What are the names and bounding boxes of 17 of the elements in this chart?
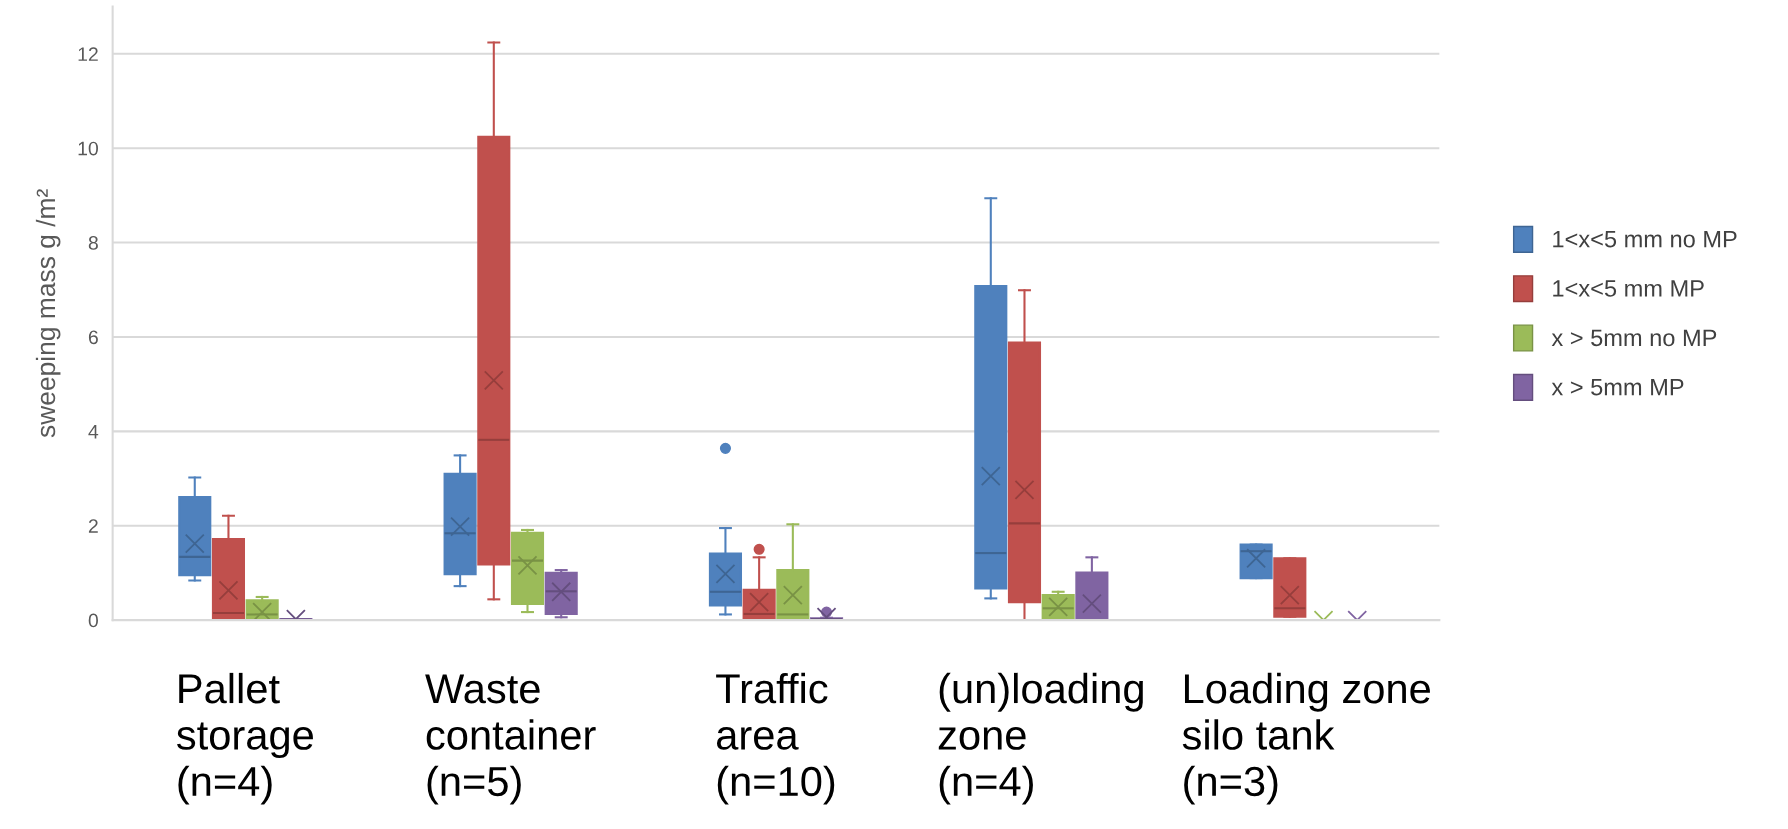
y-tick-label: 8 [88,236,98,250]
y-tick-label: 12 [78,47,98,61]
x-tick-label: Loading zone silo tank (n=3) [1182,672,1430,805]
legend-label: 1<x<5 mm no MP [1553,231,1737,248]
y-axis-title: sweeping mass g /m² [35,189,61,438]
y-tick-label: 6 [88,330,98,345]
x-tick-label: Pallet storage (n=4) [176,672,313,805]
legend-label: x > 5mm MP [1551,379,1684,396]
y-tick-label: 4 [88,425,99,439]
y-tick-label: 10 [78,141,98,156]
x-tick-label: Traffic area (n=10) [716,672,835,805]
legend-label: 1<x<5 mm MP [1553,280,1704,297]
legend-label: x > 5mm no MP [1551,329,1717,347]
x-tick-label: (un)loading zone (n=4) [938,672,1143,805]
y-tick-label: 0 [88,613,98,628]
x-tick-label: Waste container (n=5) [425,674,596,805]
y-tick-label: 2 [88,519,98,533]
